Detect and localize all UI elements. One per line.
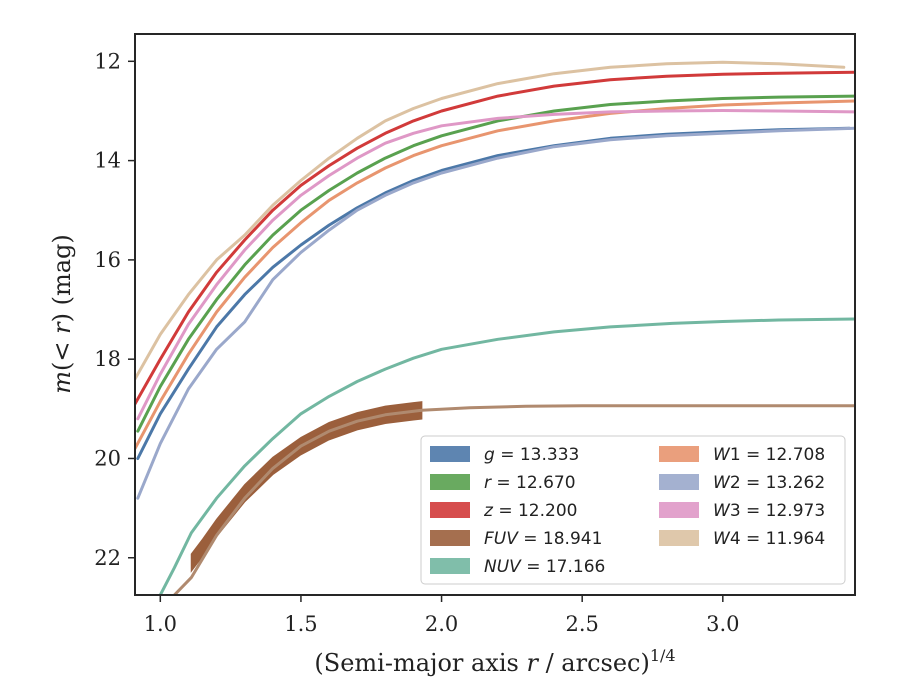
legend-swatch bbox=[659, 530, 699, 546]
legend-swatch bbox=[659, 446, 699, 462]
y-tick-label: 18 bbox=[94, 347, 121, 371]
legend-swatch bbox=[659, 502, 699, 518]
x-axis-label: (Semi-major axis r / arcsec)1/4 bbox=[314, 646, 675, 677]
series-line-1 bbox=[136, 94, 855, 433]
series-line-6 bbox=[135, 99, 855, 450]
x-tick-label: 2.0 bbox=[425, 612, 458, 636]
series-line-9 bbox=[135, 60, 846, 381]
legend-label: z = 12.200 bbox=[483, 501, 577, 521]
legend-swatch bbox=[430, 446, 470, 462]
y-tick-label: 14 bbox=[94, 149, 121, 173]
series-line-5 bbox=[158, 317, 855, 595]
x-tick-label: 1.0 bbox=[144, 612, 177, 636]
y-tick-label: 16 bbox=[94, 248, 121, 272]
legend-label: W3 = 12.973 bbox=[713, 501, 825, 521]
legend-label: r = 12.670 bbox=[484, 473, 576, 493]
legend-swatch bbox=[659, 474, 699, 490]
legend-label: W4 = 11.964 bbox=[713, 529, 825, 549]
x-tick-label: 1.5 bbox=[284, 612, 317, 636]
legend: g = 13.333 r = 12.670 z = 12.200 FUV = 18.9… bbox=[420, 435, 846, 585]
legend-swatch bbox=[430, 558, 470, 574]
series-line-2 bbox=[135, 70, 855, 406]
series-line-7 bbox=[136, 126, 855, 500]
series-line-4 bbox=[172, 404, 855, 595]
plot-frame bbox=[134, 33, 856, 596]
y-tick-label: 22 bbox=[94, 546, 121, 570]
series-layer bbox=[135, 60, 855, 595]
y-axis-label: m(< r) (mag) bbox=[48, 234, 76, 394]
legend-label: W1 = 12.708 bbox=[713, 445, 825, 465]
legend-label: g = 13.333 bbox=[484, 445, 579, 465]
y-tick-label: 20 bbox=[94, 446, 121, 470]
x-tick-label: 2.5 bbox=[565, 612, 598, 636]
ticks-layer: 1.0 1.5 2.0 2.5 3.0 12 14 16 18 20 22 bbox=[94, 49, 739, 636]
x-tick-label: 3.0 bbox=[706, 612, 739, 636]
legend-label: NUV = 17.166 bbox=[484, 557, 605, 577]
legend-label: FUV = 18.941 bbox=[484, 529, 602, 549]
legend-label: W2 = 13.262 bbox=[713, 473, 825, 493]
y-tick-label: 12 bbox=[94, 49, 121, 73]
legend-swatch bbox=[430, 502, 470, 518]
legend-box bbox=[420, 435, 846, 585]
series-line-8 bbox=[136, 109, 855, 421]
legend-swatch bbox=[430, 530, 470, 546]
legend-swatch bbox=[430, 474, 470, 490]
